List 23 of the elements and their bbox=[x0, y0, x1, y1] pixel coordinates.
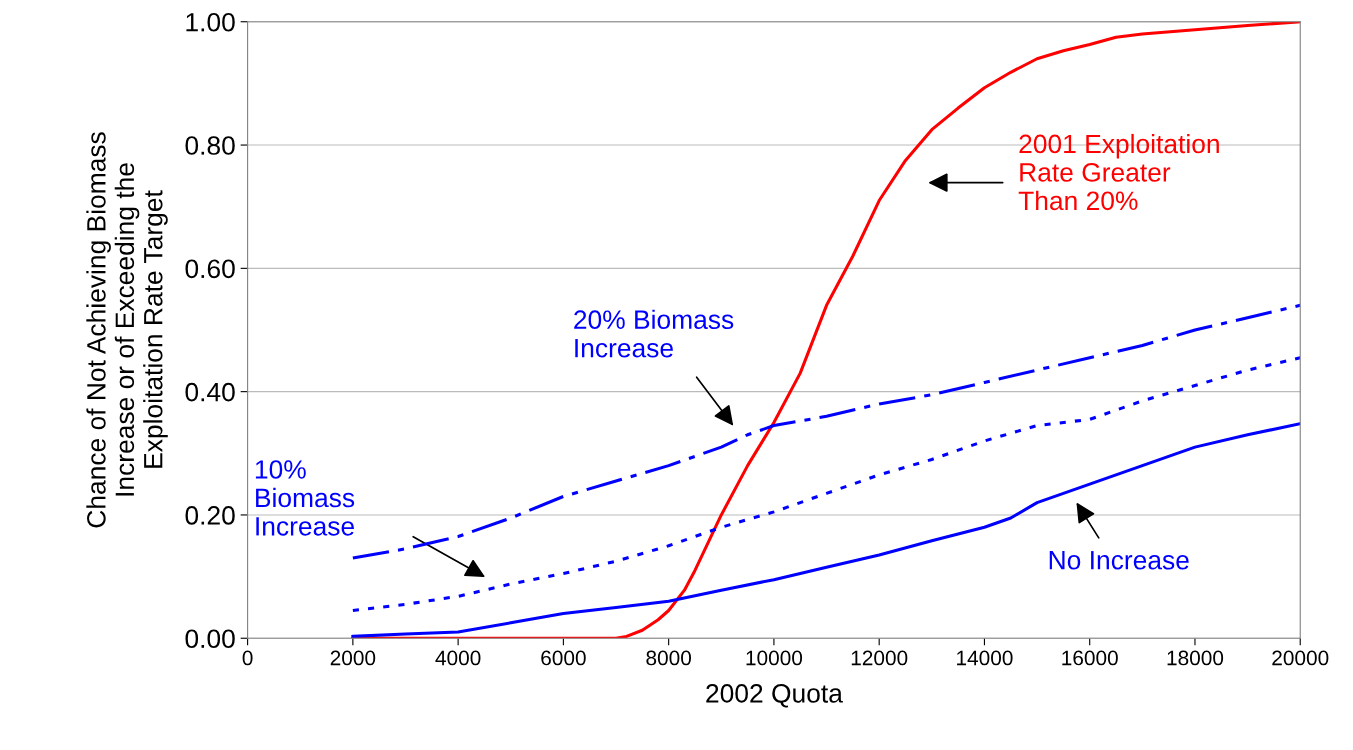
x-tick-label: 8000 bbox=[646, 650, 692, 666]
x-tick-label: 16000 bbox=[1062, 650, 1118, 666]
y-tick-label: 0.40 bbox=[185, 382, 235, 402]
x-tick-label: 2000 bbox=[330, 650, 376, 666]
y-tick-label: 0.60 bbox=[185, 259, 235, 279]
x-tick-label: 20000 bbox=[1272, 650, 1329, 666]
x-tick-label: 6000 bbox=[541, 650, 586, 666]
x-tick-label: 0 bbox=[242, 650, 253, 666]
y-axis-title: Chance of Not Achieving Biomass Increase or of Exceeding the Exploitation Rate Target bbox=[86, 132, 168, 528]
y-tick-label: 1.00 bbox=[186, 12, 235, 32]
y-tick-label: 0.20 bbox=[185, 506, 235, 525]
y-tick-label: 0.00 bbox=[185, 629, 235, 649]
y-tick-label: 0.80 bbox=[185, 136, 235, 155]
annotation: No Increase bbox=[1049, 551, 1189, 570]
x-axis-title: 2002 Quota bbox=[706, 684, 843, 708]
x-tick-label: 12000 bbox=[851, 650, 908, 666]
x-tick-label: 14000 bbox=[957, 650, 1013, 666]
x-tick-label: 4000 bbox=[435, 650, 481, 666]
annotation: 20% Biomass Increase bbox=[574, 309, 734, 358]
annotation: 2001 Exploitation Rate Greater Than 20% bbox=[1018, 133, 1219, 211]
annotation: 10% Biomass Increase bbox=[255, 460, 355, 536]
x-tick-label: 18000 bbox=[1167, 650, 1224, 666]
x-tick-label: 10000 bbox=[746, 650, 803, 666]
